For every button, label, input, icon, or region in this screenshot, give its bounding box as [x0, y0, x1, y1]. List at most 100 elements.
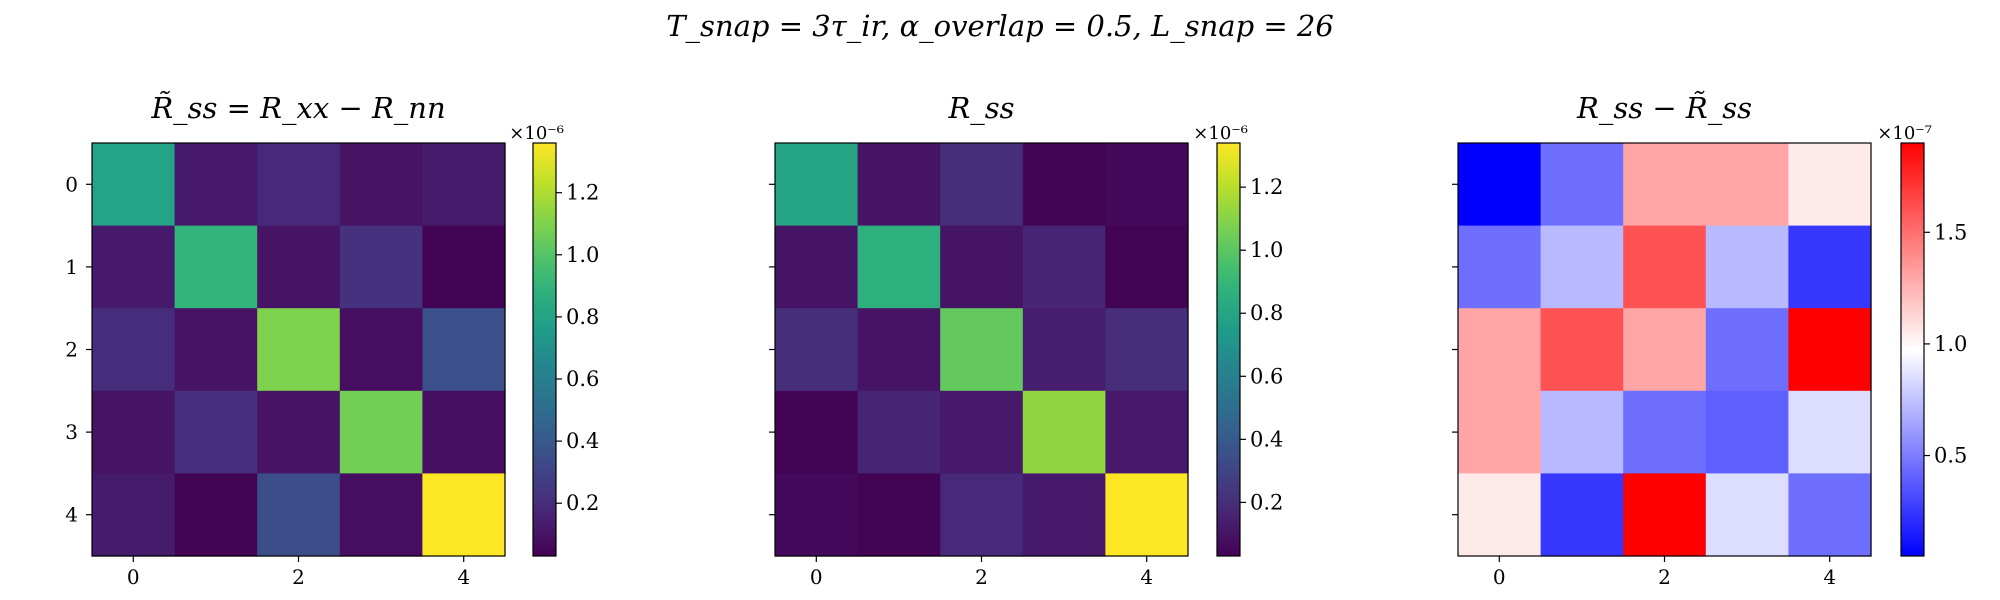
heatmap-cell-4-2 [1623, 473, 1707, 557]
colorbar-tick-label: 0.8 [566, 305, 599, 329]
heatmap-panel-1: R_ss 0 2 4 0.2 0.4 0.6 0.8 1.0 1.2 ×10⁻⁶ [769, 91, 1283, 589]
heatmap-cell-2-2 [257, 308, 341, 392]
heatmap-cell-4-1 [857, 473, 941, 557]
heatmap-cell-3-4 [422, 390, 506, 474]
heatmap-cell-3-2 [940, 390, 1024, 474]
heatmap-cell-1-1 [857, 225, 941, 309]
heatmap-cell-2-3 [339, 308, 423, 392]
colorbar-tick-label: 1.5 [1934, 220, 1967, 244]
heatmap-cell-0-3 [1022, 143, 1106, 227]
heatmap-cell-4-4 [1105, 473, 1189, 557]
heatmap-cell-3-1 [1540, 390, 1624, 474]
heatmap-cell-2-3 [1705, 308, 1789, 392]
heatmap-cell-0-2 [1623, 143, 1707, 227]
heatmap-cell-2-1 [1540, 308, 1624, 392]
colorbar [532, 142, 557, 557]
heatmap-cell-1-2 [257, 225, 341, 309]
x-tick-label: 0 [1493, 565, 1506, 589]
x-tick-label: 2 [292, 565, 305, 589]
colorbar-tick-label: 0.8 [1250, 301, 1283, 325]
heatmap-cell-4-0 [92, 473, 176, 557]
heatmap-cell-2-4 [1788, 308, 1872, 392]
colorbar-tick-label: 1.0 [566, 243, 599, 267]
heatmap-cell-4-0 [775, 473, 859, 557]
x-tick-label: 0 [127, 565, 140, 589]
x-tick-label: 4 [457, 565, 470, 589]
heatmap-cell-3-1 [857, 390, 941, 474]
panel-title: R̃_ss = R_xx − R_nn [150, 91, 445, 126]
heatmap-cell-1-1 [1540, 225, 1624, 309]
panel-title: R_ss [947, 91, 1014, 126]
x-tick-label: 4 [1140, 565, 1153, 589]
heatmap-cell-4-0 [1458, 473, 1542, 557]
heatmap-cell-0-4 [1105, 143, 1189, 227]
heatmap-cell-0-4 [422, 143, 506, 227]
heatmap-cell-1-0 [1458, 225, 1542, 309]
colorbar-tick-label: 0.2 [566, 491, 599, 515]
heatmap-cell-4-2 [257, 473, 341, 557]
x-tick-label: 4 [1823, 565, 1836, 589]
heatmap-cell-2-1 [857, 308, 941, 392]
colorbar-multiplier: ×10⁻⁶ [1193, 123, 1248, 144]
heatmap-cell-0-0 [1458, 143, 1542, 227]
colorbar-multiplier: ×10⁻⁷ [1877, 123, 1932, 144]
colorbar-tick-label: 1.2 [1250, 175, 1283, 199]
heatmap-cell-1-3 [339, 225, 423, 309]
heatmap-cell-4-3 [1022, 473, 1106, 557]
heatmap-cell-2-2 [1623, 308, 1707, 392]
heatmap-cell-0-4 [1788, 143, 1872, 227]
colorbar-tick-label: 0.5 [1934, 444, 1967, 468]
heatmap-cell-2-0 [775, 308, 859, 392]
figure-suptitle: T_snap = 3τ_ir, α_overlap = 0.5, L_snap … [666, 9, 1334, 44]
heatmap-cell-2-4 [422, 308, 506, 392]
heatmap-cell-1-4 [422, 225, 506, 309]
y-tick-label: 0 [65, 172, 78, 196]
colorbar [1900, 142, 1925, 557]
y-tick-label: 3 [65, 420, 78, 444]
colorbar-tick-label: 0.4 [566, 429, 599, 453]
heatmap-cell-0-2 [940, 143, 1024, 227]
heatmap-cell-3-4 [1105, 390, 1189, 474]
colorbar-tick-label: 0.6 [1250, 364, 1283, 388]
heatmap-cell-4-4 [1788, 473, 1872, 557]
x-tick-label: 0 [810, 565, 823, 589]
heatmap-panel-2: R_ss − R̃_ss 0 2 4 0.5 1.0 1.5 ×10⁻⁷ [1452, 91, 1967, 589]
heatmap-cell-1-3 [1022, 225, 1106, 309]
heatmap-cell-4-3 [1705, 473, 1789, 557]
heatmap-cell-0-2 [257, 143, 341, 227]
y-tick-label: 4 [65, 503, 78, 527]
heatmap-cell-2-1 [174, 308, 258, 392]
x-tick-label: 2 [975, 565, 988, 589]
heatmap-cell-1-0 [92, 225, 176, 309]
heatmap-cell-1-2 [940, 225, 1024, 309]
colorbar-tick-label: 0.4 [1250, 427, 1283, 451]
heatmap-cell-1-1 [174, 225, 258, 309]
heatmap-cell-2-0 [1458, 308, 1542, 392]
heatmap-cell-4-1 [1540, 473, 1624, 557]
heatmap-cell-2-3 [1022, 308, 1106, 392]
heatmap-cell-2-4 [1105, 308, 1189, 392]
colorbar-tick-label: 1.0 [1250, 238, 1283, 262]
heatmap-cell-2-0 [92, 308, 176, 392]
heatmap-cell-4-2 [940, 473, 1024, 557]
heatmap-cell-4-4 [422, 473, 506, 557]
colorbar-tick-label: 1.0 [1934, 332, 1967, 356]
heatmap-cell-1-2 [1623, 225, 1707, 309]
heatmap-cell-1-4 [1105, 225, 1189, 309]
heatmap-cell-4-1 [174, 473, 258, 557]
heatmap-cell-3-3 [1022, 390, 1106, 474]
heatmap-cell-3-2 [257, 390, 341, 474]
heatmap-cell-0-1 [174, 143, 258, 227]
colorbar-tick-label: 1.2 [566, 181, 599, 205]
heatmap-cell-1-4 [1788, 225, 1872, 309]
heatmap-cell-0-3 [1705, 143, 1789, 227]
heatmap-cell-3-2 [1623, 390, 1707, 474]
heatmap-cell-3-1 [174, 390, 258, 474]
y-tick-label: 2 [65, 338, 78, 362]
colorbar [1216, 142, 1241, 557]
heatmap-cell-0-0 [92, 143, 176, 227]
heatmap-cell-0-1 [1540, 143, 1624, 227]
heatmap-cell-0-0 [775, 143, 859, 227]
heatmap-cell-1-3 [1705, 225, 1789, 309]
